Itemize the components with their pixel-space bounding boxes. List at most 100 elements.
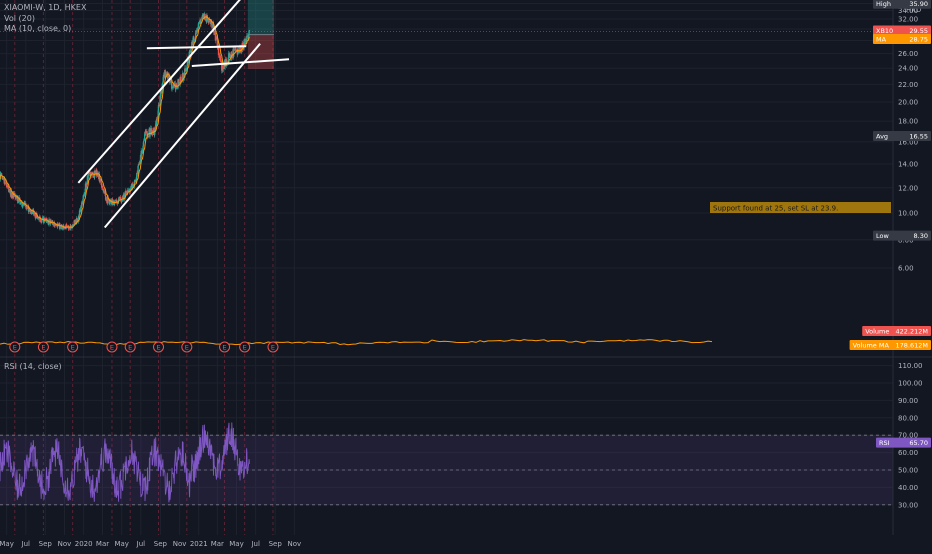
rsi-tick-label: 50.00 (898, 467, 918, 475)
candle-body (241, 43, 244, 47)
candle-body (197, 27, 199, 29)
price-tick-label: 34.00 (898, 7, 918, 15)
candle-body (113, 202, 116, 206)
candle-body (165, 73, 167, 78)
candle-body (162, 82, 164, 84)
candle-body (2, 179, 4, 180)
candle-body (65, 224, 67, 229)
earnings-marker-label: E (110, 344, 114, 352)
candle-body (104, 191, 107, 197)
candle-body (204, 18, 207, 20)
candle-body (41, 217, 44, 220)
candle-body (206, 17, 209, 21)
candle-body (78, 210, 81, 219)
candle-body (35, 213, 37, 219)
candle-body (45, 221, 48, 223)
candle-body (48, 224, 50, 226)
candle-body (248, 30, 251, 32)
candle-body (100, 178, 102, 183)
price-tick-label: 32.00 (898, 15, 918, 23)
candle-body (8, 190, 10, 192)
ma-indicator-label[interactable]: MA (10, close, 0) (4, 24, 72, 33)
trade-box (247, 0, 274, 70)
earnings-marker (219, 341, 231, 353)
candle-body (146, 133, 148, 135)
candle-body (116, 203, 119, 205)
candle-body (124, 192, 126, 200)
candle-body (76, 218, 79, 222)
candle-body (191, 42, 193, 49)
price-tick-label: 20.00 (898, 99, 918, 107)
candle-body (83, 193, 85, 196)
candle-body (74, 219, 77, 225)
price-tag-box (873, 34, 931, 45)
price-tick-label: 16.00 (898, 138, 918, 146)
candle-body (200, 19, 202, 24)
candle-body (69, 228, 71, 230)
candle-body (188, 61, 190, 63)
time-tick-label: Sep (39, 540, 53, 548)
candle-body (185, 68, 188, 71)
price-tick-label: 6.00 (898, 265, 914, 273)
price-tag-name: XB10 (876, 27, 893, 35)
candle-body (211, 22, 213, 28)
candle-body (193, 40, 196, 43)
time-tick-label: Sep (154, 540, 168, 548)
rsi-tick-label: 90.00 (898, 397, 918, 405)
price-tag-box (862, 326, 931, 336)
candle-body (30, 212, 33, 215)
earnings-marker (37, 341, 49, 353)
candle-body (134, 180, 136, 183)
candle-body (109, 201, 112, 203)
candle-body (19, 199, 21, 205)
rsi-tag-box (876, 437, 931, 448)
candle-body (220, 61, 222, 62)
rsi-tick-label: 40.00 (898, 484, 918, 492)
earnings-marker-label: E (128, 344, 132, 352)
candle-body (171, 82, 173, 89)
candle-body (153, 128, 155, 129)
candle-body (159, 95, 161, 106)
candle-body (138, 163, 141, 165)
candle-body (189, 50, 191, 53)
candle-body (36, 213, 38, 218)
candle-body (96, 175, 99, 177)
price-tag-box (849, 340, 931, 350)
candle-body (221, 70, 223, 71)
candle-body (32, 210, 35, 215)
candle-body (190, 48, 193, 49)
volume-ma-line (0, 339, 713, 346)
earnings-marker (181, 341, 193, 353)
candle-body (94, 172, 96, 175)
price-tag-name: Low (876, 232, 889, 240)
volume-indicator-label[interactable]: Vol (20) (4, 14, 35, 23)
candle-body (54, 223, 56, 226)
candle-body (179, 77, 182, 80)
candle-body (40, 222, 43, 223)
candle-body (26, 208, 28, 209)
ma-line-group (0, 16, 250, 229)
candle-body (245, 39, 247, 42)
candle-body (223, 64, 225, 69)
candle-body (229, 54, 232, 58)
candle-body (214, 32, 217, 41)
candle-body (67, 226, 70, 229)
candle-body (17, 197, 19, 203)
price-tag-box (873, 0, 931, 9)
earnings-marker (153, 341, 165, 353)
candle-body (162, 77, 164, 83)
price-tick-label: 12.00 (898, 184, 918, 192)
candle-body (117, 198, 120, 202)
candle-body (233, 49, 235, 51)
candle-body (222, 67, 224, 69)
candle-body (162, 74, 165, 78)
candle-body (157, 105, 160, 111)
rsi-indicator-label[interactable]: RSI (14, close) (4, 362, 62, 371)
time-tick-label: 2020 (75, 540, 93, 548)
candle-body (147, 136, 149, 137)
candle-body (80, 206, 83, 207)
price-tick-label: 24.00 (898, 65, 918, 73)
candle-body (26, 207, 28, 209)
